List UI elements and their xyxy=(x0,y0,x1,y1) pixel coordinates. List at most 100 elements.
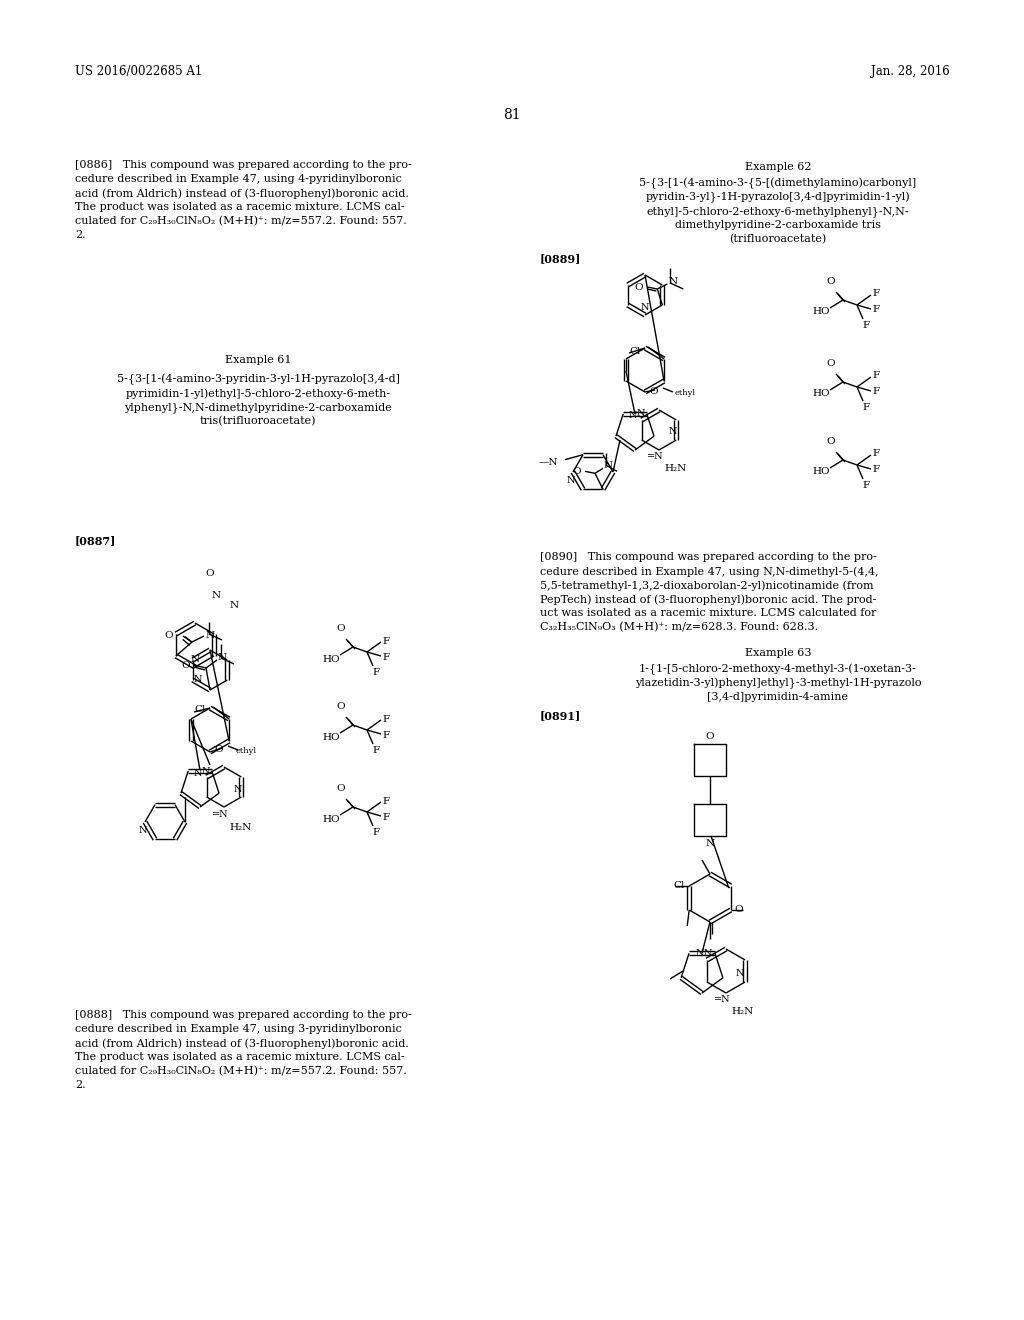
Text: N: N xyxy=(669,276,678,285)
Text: N: N xyxy=(138,826,147,836)
Text: 2.: 2. xyxy=(75,1080,86,1090)
Text: dimethylpyridine-2-carboxamide tris: dimethylpyridine-2-carboxamide tris xyxy=(675,220,881,230)
Text: H₂N: H₂N xyxy=(731,1007,754,1016)
Text: [0886]   This compound was prepared according to the pro-: [0886] This compound was prepared accord… xyxy=(75,160,412,170)
Text: F: F xyxy=(382,813,389,821)
Text: N: N xyxy=(629,411,637,420)
Text: F: F xyxy=(862,403,869,412)
Text: (trifluoroacetate): (trifluoroacetate) xyxy=(729,234,826,244)
Text: H₂N: H₂N xyxy=(229,822,251,832)
Text: N: N xyxy=(706,840,715,847)
Text: F: F xyxy=(382,714,389,723)
Text: US 2016/0022685 A1: US 2016/0022685 A1 xyxy=(75,65,203,78)
Text: Cl: Cl xyxy=(195,705,206,714)
Text: [0889]: [0889] xyxy=(540,253,582,264)
Text: O: O xyxy=(706,733,715,741)
Text: 2.: 2. xyxy=(75,230,86,240)
Text: H₂N: H₂N xyxy=(664,465,686,473)
Text: cedure described in Example 47, using 3-pyridinylboronic: cedure described in Example 47, using 3-… xyxy=(75,1024,401,1034)
Text: F: F xyxy=(872,466,880,474)
Text: [0888]   This compound was prepared according to the pro-: [0888] This compound was prepared accord… xyxy=(75,1010,412,1020)
Text: acid (from Aldrich) instead of (3-fluorophenyl)boronic acid.: acid (from Aldrich) instead of (3-fluoro… xyxy=(75,1038,409,1048)
Text: N: N xyxy=(206,631,215,640)
Text: O: O xyxy=(572,467,581,475)
Text: F: F xyxy=(872,289,880,298)
Text: [0887]: [0887] xyxy=(75,535,117,546)
Text: N: N xyxy=(566,477,575,484)
Text: N: N xyxy=(695,949,705,958)
Text: ylphenyl}-N,N-dimethylpyridine-2-carboxamide: ylphenyl}-N,N-dimethylpyridine-2-carboxa… xyxy=(124,403,392,413)
Text: O: O xyxy=(337,702,345,711)
Text: Example 61: Example 61 xyxy=(224,355,291,366)
Text: 5-{3-[1-(4-amino-3-{5-[(dimethylamino)carbonyl]: 5-{3-[1-(4-amino-3-{5-[(dimethylamino)ca… xyxy=(639,178,916,189)
Text: 5,5-tetramethyl-1,3,2-dioxaborolan-2-yl)nicotinamide (from: 5,5-tetramethyl-1,3,2-dioxaborolan-2-yl)… xyxy=(540,579,873,590)
Text: O: O xyxy=(635,282,643,292)
Text: O: O xyxy=(181,660,190,669)
Text: ethyl]-5-chloro-2-ethoxy-6-methylphenyl}-N,N-: ethyl]-5-chloro-2-ethoxy-6-methylphenyl}… xyxy=(647,206,909,216)
Text: O: O xyxy=(337,624,345,634)
Text: F: F xyxy=(382,796,389,805)
Text: N: N xyxy=(637,409,645,418)
Text: O: O xyxy=(164,631,173,640)
Text: O: O xyxy=(649,388,657,396)
Text: F: F xyxy=(382,636,389,645)
Text: N: N xyxy=(218,653,227,663)
Text: N: N xyxy=(233,784,243,793)
Text: HO: HO xyxy=(812,308,830,317)
Text: N: N xyxy=(194,676,202,685)
Text: [0890]   This compound was prepared according to the pro-: [0890] This compound was prepared accord… xyxy=(540,552,877,562)
Text: =N: =N xyxy=(212,810,228,818)
Text: 81: 81 xyxy=(503,108,521,121)
Text: O: O xyxy=(214,746,222,755)
Text: F: F xyxy=(862,480,869,490)
Text: F: F xyxy=(872,305,880,314)
Text: cedure described in Example 47, using N,N-dimethyl-5-(4,4,: cedure described in Example 47, using N,… xyxy=(540,566,879,577)
Text: N: N xyxy=(202,767,210,776)
Text: The product was isolated as a racemic mixture. LCMS cal-: The product was isolated as a racemic mi… xyxy=(75,1052,404,1063)
Text: N: N xyxy=(669,428,677,437)
Text: N: N xyxy=(230,601,240,610)
Text: N: N xyxy=(194,768,203,777)
Text: O: O xyxy=(337,784,345,793)
Text: —N: —N xyxy=(539,458,558,467)
Text: HO: HO xyxy=(323,655,340,664)
Text: N: N xyxy=(212,590,221,599)
Text: HO: HO xyxy=(812,389,830,399)
Text: O: O xyxy=(735,906,743,915)
Text: pyridin-3-yl}-1H-pyrazolo[3,4-d]pyrimidin-1-yl): pyridin-3-yl}-1H-pyrazolo[3,4-d]pyrimidi… xyxy=(646,191,910,203)
Text: acid (from Aldrich) instead of (3-fluorophenyl)boronic acid.: acid (from Aldrich) instead of (3-fluoro… xyxy=(75,187,409,198)
Text: F: F xyxy=(382,730,389,739)
Text: Example 63: Example 63 xyxy=(744,648,811,657)
Text: PepTech) instead of (3-fluorophenyl)boronic acid. The prod-: PepTech) instead of (3-fluorophenyl)boro… xyxy=(540,594,877,605)
Text: pyrimidin-1-yl)ethyl]-5-chloro-2-ethoxy-6-meth-: pyrimidin-1-yl)ethyl]-5-chloro-2-ethoxy-… xyxy=(125,388,390,399)
Text: F: F xyxy=(872,371,880,380)
Text: cedure described in Example 47, using 4-pyridinylboronic: cedure described in Example 47, using 4-… xyxy=(75,174,401,183)
Text: O: O xyxy=(826,359,836,368)
Text: Jan. 28, 2016: Jan. 28, 2016 xyxy=(871,65,950,78)
Text: culated for C₂₉H₃₀ClN₈O₂ (M+H)⁺: m/z=557.2. Found: 557.: culated for C₂₉H₃₀ClN₈O₂ (M+H)⁺: m/z=557… xyxy=(75,1067,407,1076)
Text: N: N xyxy=(604,461,613,470)
Text: F: F xyxy=(382,652,389,661)
Text: HO: HO xyxy=(812,467,830,477)
Text: 5-{3-[1-(4-amino-3-pyridin-3-yl-1H-pyrazolo[3,4-d]: 5-{3-[1-(4-amino-3-pyridin-3-yl-1H-pyraz… xyxy=(117,374,399,385)
Text: N: N xyxy=(736,969,744,978)
Text: C₃₂H₃₅ClN₉O₃ (M+H)⁺: m/z=628.3. Found: 628.3.: C₃₂H₃₅ClN₉O₃ (M+H)⁺: m/z=628.3. Found: 6… xyxy=(540,622,818,632)
Text: F: F xyxy=(372,746,379,755)
Text: culated for C₂₉H₃₀ClN₈O₂ (M+H)⁺: m/z=557.2. Found: 557.: culated for C₂₉H₃₀ClN₈O₂ (M+H)⁺: m/z=557… xyxy=(75,216,407,226)
Text: Cl: Cl xyxy=(674,882,685,891)
Text: ethyl: ethyl xyxy=(675,389,696,397)
Text: O: O xyxy=(826,277,836,286)
Text: [3,4-d]pyrimidin-4-amine: [3,4-d]pyrimidin-4-amine xyxy=(708,692,849,702)
Text: F: F xyxy=(872,450,880,458)
Text: ylazetidin-3-yl)phenyl]ethyl}-3-methyl-1H-pyrazolo: ylazetidin-3-yl)phenyl]ethyl}-3-methyl-1… xyxy=(635,678,922,689)
Text: =N: =N xyxy=(647,451,664,461)
Text: The product was isolated as a racemic mixture. LCMS cal-: The product was isolated as a racemic mi… xyxy=(75,202,404,213)
Text: O: O xyxy=(206,569,214,578)
Text: tris(trifluoroacetate): tris(trifluoroacetate) xyxy=(200,416,316,426)
Text: HO: HO xyxy=(323,814,340,824)
Text: 1-{1-[5-chloro-2-methoxy-4-methyl-3-(1-oxetan-3-: 1-{1-[5-chloro-2-methoxy-4-methyl-3-(1-o… xyxy=(639,664,916,676)
Text: O: O xyxy=(826,437,836,446)
Text: HO: HO xyxy=(323,733,340,742)
Text: uct was isolated as a racemic mixture. LCMS calculated for: uct was isolated as a racemic mixture. L… xyxy=(540,609,877,618)
Text: [0891]: [0891] xyxy=(540,710,582,721)
